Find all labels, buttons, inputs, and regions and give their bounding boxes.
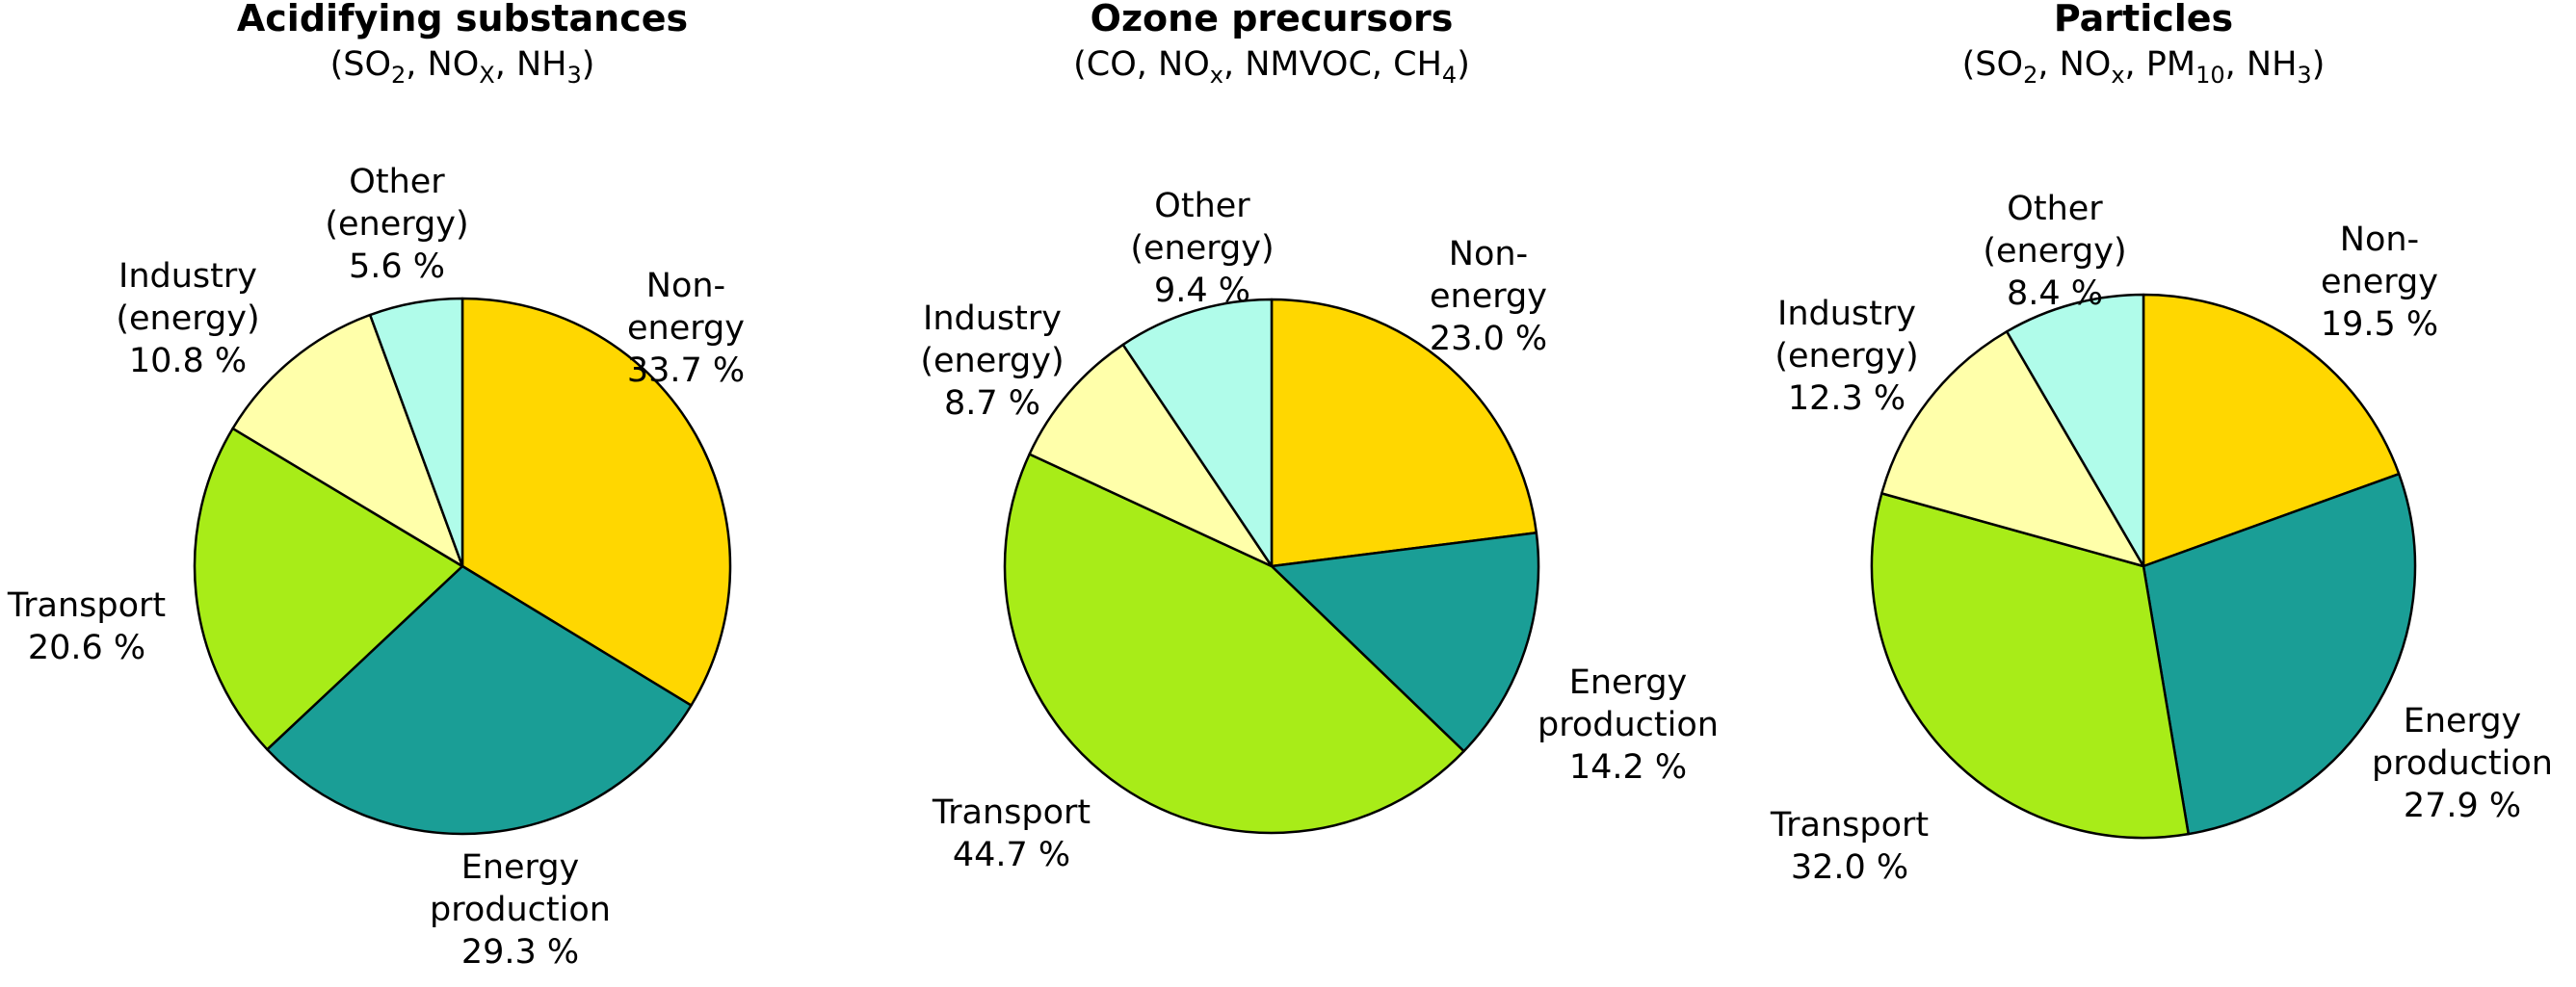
pie-chart-1: Acidifying substances (SO2, NOX, NH3) Non-… <box>7 0 745 972</box>
pie-chart-3: Particles (SO2, NOx, PM10, NH3) Non-energy… <box>1770 0 2553 887</box>
slice-label-transport: Transport 32.0 % <box>1770 806 1929 887</box>
slice-label-other-energy: Other (energy) 9.4 % <box>1130 187 1274 310</box>
chart-subtitle: (SO2, NOx, PM10, NH3) <box>1962 45 2326 89</box>
pie-slice-non-energy <box>1270 298 1538 568</box>
pie-slice-other-energy <box>368 297 464 568</box>
pie-slice-industry-energy <box>1880 330 2145 568</box>
slice-label-other-energy: Other (energy) 5.6 % <box>325 163 468 286</box>
pie-slice-other-energy <box>1121 298 1274 568</box>
pie-slice-industry-energy <box>1028 343 1274 568</box>
slice-label-other-energy: Other (energy) 8.4 % <box>1983 190 2126 313</box>
slice-label-energy-production: Energy production 14.2 % <box>1538 663 1719 787</box>
slice-label-transport: Transport 20.6 % <box>7 586 166 667</box>
slice-label-non-energy: Non-energy 33.7 % <box>627 267 745 390</box>
pie-chart-2: Ozone precursors (CO, NOx, NMVOC, CH4) Non… <box>920 0 1719 874</box>
pie-slice-transport <box>1870 492 2190 840</box>
pie-slice-other-energy <box>2005 293 2145 568</box>
pie-slice-non-energy <box>2142 293 2401 568</box>
chart-subtitle: (SO2, NOX, NH3) <box>330 45 595 89</box>
pie-slice-transport <box>193 427 464 751</box>
pie-slice-non-energy <box>460 297 732 707</box>
pie-slice-energy-production <box>266 564 693 836</box>
slice-label-industry-energy: Industry (energy) 12.3 % <box>1774 295 1918 418</box>
chart-title: Ozone precursors <box>1091 0 1454 39</box>
chart-title: Acidifying substances <box>237 0 688 39</box>
pie-slice-energy-production <box>2142 472 2417 836</box>
pie-slice-industry-energy <box>231 313 464 568</box>
chart-subtitle: (CO, NOx, NMVOC, CH4) <box>1073 45 1470 89</box>
slice-label-non-energy: Non-energy 19.5 % <box>2321 221 2438 344</box>
slice-label-non-energy: Non-energy 23.0 % <box>1430 235 1547 358</box>
pie-slice-transport <box>1003 453 1465 835</box>
chart-title: Particles <box>2054 0 2233 39</box>
slice-label-transport: Transport 44.7 % <box>932 793 1091 874</box>
slice-label-industry-energy: Industry (energy) 8.7 % <box>920 299 1064 423</box>
pie-slice-energy-production <box>1270 532 1540 753</box>
slice-label-industry-energy: Industry (energy) 10.8 % <box>116 257 259 380</box>
slice-label-energy-production: Energy production 29.3 % <box>430 848 611 972</box>
slice-label-energy-production: Energy production 27.9 % <box>2372 702 2553 825</box>
